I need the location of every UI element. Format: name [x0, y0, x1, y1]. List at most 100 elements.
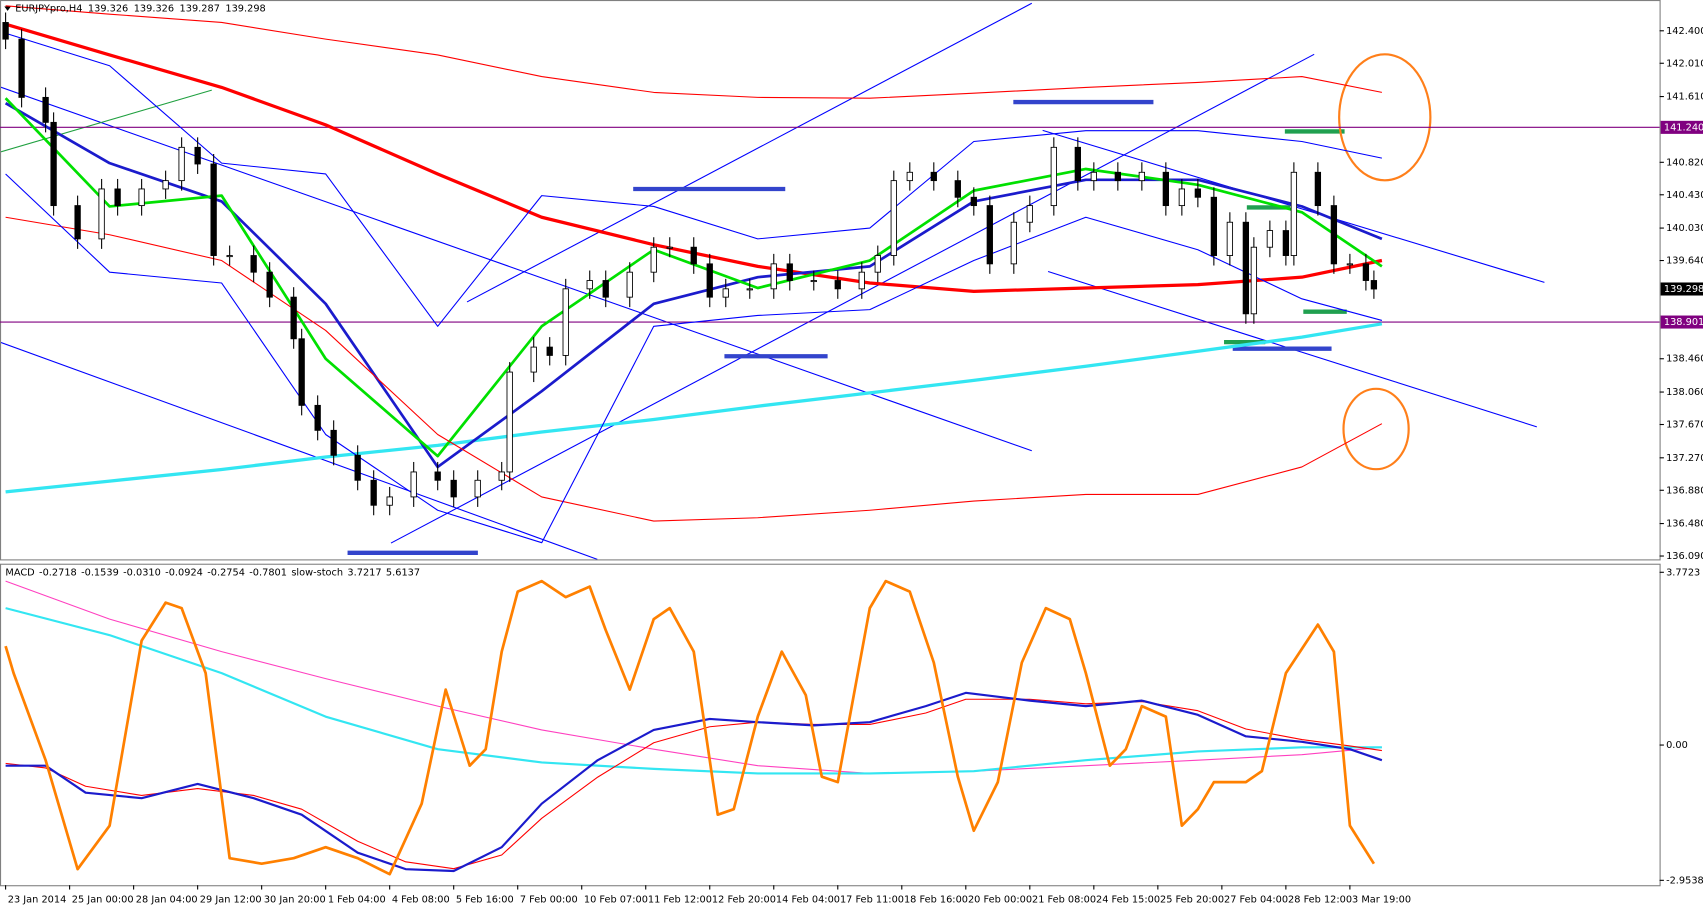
x-tick-label: 23 Jan 2014: [8, 894, 67, 905]
candle-body: [290, 296, 297, 340]
indicator-line: [5, 173, 1383, 544]
candle-body: [98, 188, 105, 240]
candle-body: [562, 288, 569, 356]
x-tick-label: 27 Feb 04:00: [1224, 894, 1288, 905]
candle-body: [298, 338, 305, 406]
x-tick-label: 30 Jan 20:00: [264, 894, 326, 905]
candle-body: [1362, 263, 1370, 281]
candle-body: [42, 96, 49, 123]
y-tick-label: 138.060: [1666, 387, 1703, 398]
candle-body: [530, 346, 537, 373]
candle-body: [1226, 221, 1234, 256]
highlight-ellipse: [1342, 387, 1410, 471]
candle-body: [1090, 171, 1097, 182]
candle-body: [474, 479, 481, 498]
candle-body: [834, 280, 841, 290]
indicator-line: [5, 22, 1383, 293]
candle-body: [970, 196, 977, 207]
indicator-line: [5, 322, 1383, 494]
candle-body: [890, 180, 897, 256]
candle-body: [1010, 221, 1017, 265]
trend-line: [0, 89, 212, 153]
x-tick-label: 3 Mar 19:00: [1352, 894, 1411, 905]
header-text: 139.298: [225, 4, 265, 15]
candle-body: [1250, 246, 1258, 315]
candle-body: [722, 288, 729, 298]
candle-body: [1290, 171, 1298, 256]
candle-body: [1178, 188, 1186, 207]
header-text: MACD: [5, 567, 34, 578]
trend-line: [0, 341, 598, 560]
candle-body: [434, 471, 441, 481]
candle-body: [1162, 171, 1169, 207]
panel-frame: [0, 563, 1661, 887]
price-tag-label: 141.240: [1664, 122, 1703, 133]
candle-body: [986, 205, 993, 265]
y-tick-label: -2.9538: [1666, 875, 1703, 886]
candle-body: [1266, 230, 1274, 248]
candle-body: [954, 180, 961, 198]
candle-body: [930, 171, 937, 182]
x-tick-label: 12 Feb 20:00: [712, 894, 776, 905]
x-tick-label: 17 Feb 11:00: [840, 894, 904, 905]
y-tick-label: 137.270: [1666, 453, 1703, 464]
y-tick-label: 136.880: [1666, 485, 1703, 496]
x-tick-label: 20 Feb 00:00: [968, 894, 1032, 905]
menu-arrow[interactable]: [4, 6, 11, 11]
x-tick-label: 24 Feb 15:00: [1096, 894, 1160, 905]
header-text: 139.287: [180, 4, 220, 15]
plot-area: [0, 5, 1660, 544]
y-tick-label: 0.00: [1666, 740, 1688, 751]
y-tick-label: 138.460: [1666, 354, 1703, 365]
candle-body: [250, 255, 257, 273]
candle-body: [746, 288, 753, 291]
candle-body: [50, 121, 57, 207]
candle-body: [650, 246, 657, 273]
candle-body: [1242, 221, 1250, 315]
x-tick-label: 4 Feb 08:00: [392, 894, 450, 905]
header-text: -0.7801: [249, 567, 287, 578]
candle-body: [1282, 230, 1290, 256]
candle-body: [74, 205, 81, 240]
candle-body: [226, 255, 233, 258]
y-tick-label: 141.610: [1666, 92, 1703, 103]
candle-body: [858, 271, 865, 290]
header-text: -0.1539: [81, 567, 119, 578]
x-tick-label: 25 Feb 20:00: [1160, 894, 1224, 905]
y-tick-label: 140.820: [1666, 157, 1703, 168]
trend-line: [390, 53, 1315, 544]
header-text: -0.2718: [39, 567, 77, 578]
drawings: [0, 2, 1545, 560]
x-tick-label: 25 Jan 00:00: [72, 894, 134, 905]
trend-line: [466, 2, 1033, 303]
candle-body: [2, 22, 9, 40]
candle-body: [1074, 146, 1081, 182]
y-tick-label: 3.7723: [1666, 567, 1700, 578]
candle-body: [18, 38, 25, 98]
x-tick-label: 28 Feb 12:00: [1288, 894, 1352, 905]
candle-body: [1114, 171, 1121, 182]
y-tick-label: 139.640: [1666, 256, 1703, 267]
last-price-label: 139.298: [1664, 284, 1703, 295]
candle-body: [666, 246, 673, 249]
candle-body: [314, 404, 321, 431]
candle-body: [386, 496, 393, 506]
candle-body: [1138, 171, 1145, 182]
header-text: 139.326: [134, 4, 174, 15]
candle-body: [138, 188, 145, 207]
candle-body: [506, 371, 513, 473]
candle-body: [1210, 196, 1218, 256]
candle-body: [330, 429, 337, 456]
y-tick-label: 137.670: [1666, 420, 1703, 431]
x-tick-label: 5 Feb 16:00: [456, 894, 514, 905]
candle-body: [114, 188, 121, 207]
y-tick-label: 136.090: [1666, 551, 1703, 562]
candle-body: [546, 346, 553, 356]
candle-body: [874, 255, 881, 273]
candle-body: [178, 146, 185, 182]
indicator-line: [4, 97, 1383, 458]
candle-body: [786, 263, 793, 281]
indicator-line: [5, 216, 1383, 522]
candle-body: [810, 280, 817, 283]
candle-body: [410, 471, 417, 498]
